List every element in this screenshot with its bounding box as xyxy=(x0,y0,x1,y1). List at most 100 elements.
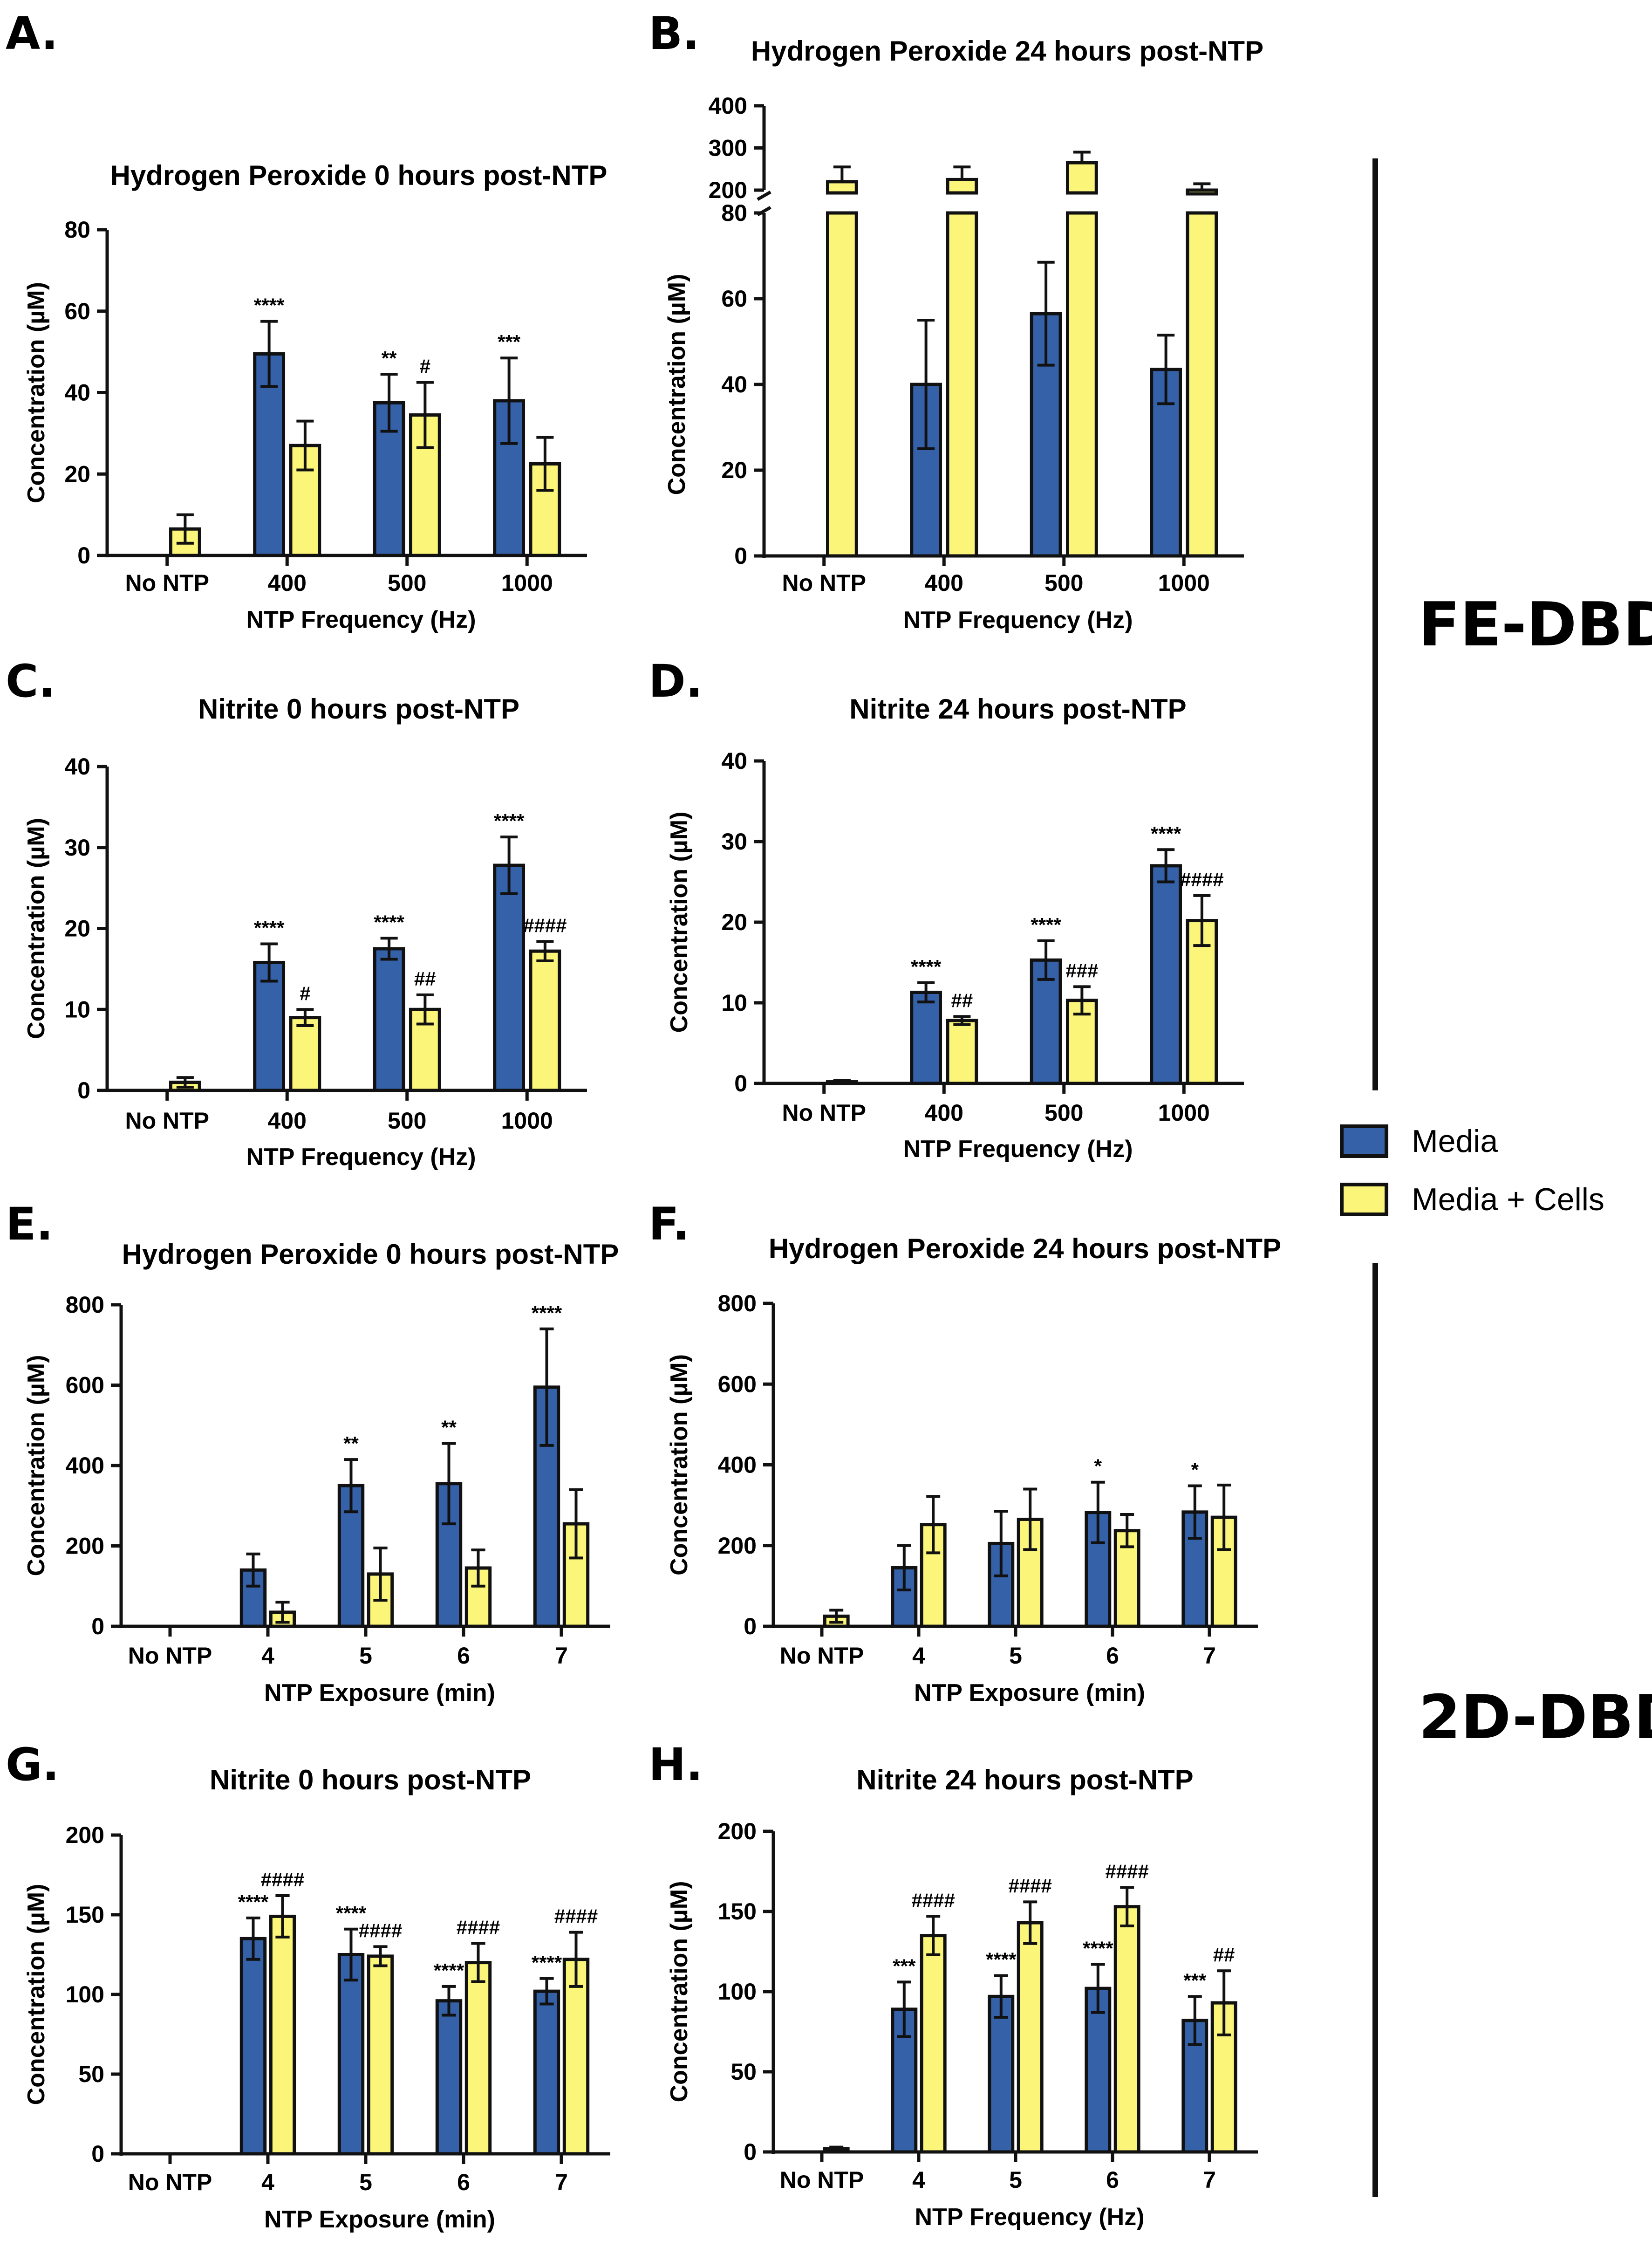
y-tick-label: 800 xyxy=(718,1290,757,1316)
chart-title: Nitrite 0 hours post-NTP xyxy=(198,693,519,725)
x-tick-label: No NTP xyxy=(782,1100,866,1126)
bar-media-cells xyxy=(562,1958,590,2156)
y-tick-label: 200 xyxy=(718,1818,757,1844)
bar-upper-segment xyxy=(946,178,978,195)
x-tick-label: No NTP xyxy=(128,2169,212,2195)
x-axis-label: NTP Frequency (Hz) xyxy=(903,607,1133,634)
x-tick-label: No NTP xyxy=(125,570,209,596)
legend-label-media-cells: Media + Cells xyxy=(1412,1182,1604,1217)
y-tick-label: 20 xyxy=(64,916,90,942)
legend-label-media: Media xyxy=(1412,1124,1498,1159)
chart-title: Hydrogen Peroxide 24 hours post-NTP xyxy=(769,1233,1281,1264)
y-tick-label: 0 xyxy=(91,2141,104,2167)
significance-label: ** xyxy=(441,1417,457,1439)
chart-title: Hydrogen Peroxide 0 hours post-NTP xyxy=(110,160,608,191)
bar-media-cells xyxy=(464,1961,492,2156)
y-tick-label: 0 xyxy=(744,1613,757,1639)
x-tick-label: 4 xyxy=(261,1643,274,1669)
significance-label: #### xyxy=(457,1917,500,1939)
x-tick-label: 7 xyxy=(1203,1643,1216,1669)
x-tick-label: 400 xyxy=(925,570,963,596)
y-tick-label: 50 xyxy=(730,2059,757,2085)
x-tick-label: 7 xyxy=(1203,2167,1216,2193)
x-tick-label: 6 xyxy=(1106,1643,1119,1669)
significance-label: **** xyxy=(238,1891,269,1913)
significance-label: **** xyxy=(532,1952,562,1973)
significance-label: # xyxy=(420,356,430,377)
bar-media xyxy=(988,1994,1015,2154)
bar-media xyxy=(533,1385,560,1628)
significance-label: **** xyxy=(434,1959,464,1981)
upper-y-tick-label: 300 xyxy=(709,135,747,161)
x-axis-label: NTP Exposure (min) xyxy=(264,2206,495,2233)
significance-label: #### xyxy=(1008,1875,1051,1897)
significance-label: ## xyxy=(951,989,973,1011)
significance-label: *** xyxy=(1183,1969,1207,1991)
x-axis-label: NTP Exposure (min) xyxy=(264,1679,495,1706)
upper-y-tick-label: 200 xyxy=(709,177,747,203)
y-tick-label: 60 xyxy=(721,286,747,312)
y-tick-label: 40 xyxy=(721,748,747,774)
chart-h: Nitrite 24 hours post-NTP Concentration (… xyxy=(666,1764,1258,2231)
y-tick-label: 0 xyxy=(734,543,747,569)
bar-media xyxy=(337,1953,365,2156)
bar-media-cells xyxy=(1113,1905,1140,2154)
y-tick-label: 0 xyxy=(77,542,90,569)
x-axis-label: NTP Frequency (Hz) xyxy=(915,2204,1144,2231)
y-tick-label: 0 xyxy=(91,1613,104,1639)
y-tick-label: 40 xyxy=(721,371,747,397)
bar-media xyxy=(533,1989,560,2156)
significance-label: #### xyxy=(554,1905,598,1927)
y-tick-label: 600 xyxy=(718,1371,757,1397)
significance-label: ** xyxy=(382,347,397,369)
x-tick-label: 6 xyxy=(1106,2167,1119,2193)
y-tick-label: 60 xyxy=(64,298,90,324)
significance-label: **** xyxy=(532,1302,562,1324)
y-tick-label: 30 xyxy=(64,835,90,861)
2d-dbd-label: 2D-DBD xyxy=(1419,1682,1652,1753)
y-tick-label: 50 xyxy=(78,2061,104,2087)
significance-label: **** xyxy=(911,956,942,978)
x-axis-label: NTP Exposure (min) xyxy=(914,1679,1145,1706)
y-axis-label: Concentration (µM) xyxy=(23,282,50,503)
x-axis-label: NTP Frequency (Hz) xyxy=(903,1136,1133,1163)
y-tick-label: 0 xyxy=(744,2139,757,2165)
chart-title: Nitrite 0 hours post-NTP xyxy=(210,1764,531,1795)
x-tick-label: 1000 xyxy=(1158,1100,1210,1126)
y-tick-label: 20 xyxy=(64,461,90,487)
bar-media-cells xyxy=(367,1954,394,2156)
significance-label: **** xyxy=(1083,1938,1113,1959)
y-tick-label: 20 xyxy=(721,909,747,935)
y-tick-label: 0 xyxy=(734,1070,747,1096)
significance-label: #### xyxy=(911,1889,955,1911)
bar-upper-segment xyxy=(1186,188,1218,196)
panel-letter-b: B. xyxy=(649,7,700,60)
legend-swatch-media-cells xyxy=(1340,1183,1388,1216)
significance-label: **** xyxy=(1151,822,1181,844)
significance-label: #### xyxy=(1180,869,1223,891)
bar-media-cells xyxy=(529,949,561,1092)
significance-label: * xyxy=(1094,1455,1102,1477)
x-tick-label: 400 xyxy=(268,570,307,596)
significance-label: #### xyxy=(1105,1860,1148,1882)
y-tick-label: 100 xyxy=(66,1981,104,2007)
bar-media-cells xyxy=(269,1914,296,2156)
x-tick-label: 1000 xyxy=(501,1108,553,1134)
y-tick-label: 200 xyxy=(66,1822,104,1848)
x-tick-label: 5 xyxy=(359,2169,372,2195)
significance-label: **** xyxy=(1031,914,1061,936)
bar-media xyxy=(891,2007,918,2154)
x-axis-label: NTP Frequency (Hz) xyxy=(246,606,476,633)
y-tick-label: 40 xyxy=(64,380,90,406)
panel-letter-f: F. xyxy=(649,1198,689,1250)
y-tick-label: 80 xyxy=(64,217,90,243)
y-tick-label: 400 xyxy=(718,1452,757,1478)
y-axis-label: Concentration (µM) xyxy=(23,818,50,1039)
y-tick-label: 200 xyxy=(66,1533,104,1559)
bar-media xyxy=(1150,864,1182,1085)
bar-media xyxy=(910,991,942,1085)
bar-media xyxy=(239,1937,267,2156)
chart-c: Nitrite 0 hours post-NTP Concentration (µ… xyxy=(23,693,587,1171)
y-axis-label: Concentration (µM) xyxy=(666,1354,693,1576)
bar-media xyxy=(435,1482,463,1628)
